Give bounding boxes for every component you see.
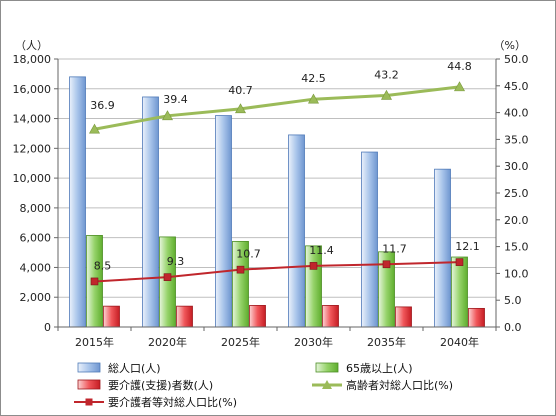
right-axis-tick-label: 20.0 (504, 214, 529, 227)
right-axis-tick-label: 5.0 (504, 294, 522, 307)
left-axis-unit-label: （人） (15, 39, 48, 52)
right-axis-tick-label: 45.0 (504, 80, 529, 93)
line-point (236, 265, 245, 274)
right-axis-tick-label: 30.0 (504, 160, 529, 173)
data-label: 8.5 (94, 259, 112, 272)
x-axis-tick-label: 2020年 (148, 335, 187, 349)
left-axis-tick-label: 18,000 (13, 53, 52, 66)
data-label: 44.8 (447, 60, 472, 73)
bar (434, 168, 451, 328)
left-axis-tick-label: 0 (44, 321, 51, 334)
line-point (455, 258, 464, 266)
bar (468, 307, 485, 328)
legend-label: 要介護(支援)者数(人) (108, 378, 213, 392)
series-line (94, 261, 460, 283)
bar (305, 245, 322, 328)
bar (215, 115, 232, 328)
left-axis-tick-label: 12,000 (13, 142, 52, 155)
right-axis-tick-label: 0.0 (504, 321, 522, 334)
left-axis-tick-label: 16,000 (13, 83, 52, 96)
x-axis-tick-label: 2040年 (440, 335, 479, 349)
data-label: 9.3 (167, 255, 185, 268)
bar (159, 236, 176, 328)
bar (288, 134, 305, 328)
series-line (94, 85, 460, 131)
legend-label: 65歳以上(人) (346, 362, 413, 375)
line-point (90, 277, 99, 286)
data-label: 11.4 (309, 244, 334, 257)
line-point (382, 260, 391, 269)
legend-marker (85, 398, 93, 406)
legend-swatch (77, 362, 101, 373)
right-axis-tick-label: 35.0 (504, 133, 529, 146)
data-label: 39.4 (163, 93, 188, 106)
left-axis-tick-label: 10,000 (13, 172, 52, 185)
line-point (163, 273, 172, 281)
right-axis-tick-label: 40.0 (504, 107, 529, 120)
bar (395, 306, 412, 328)
line-point (309, 262, 318, 270)
right-axis-tick-label: 25.0 (504, 187, 529, 200)
x-axis-tick-label: 2025年 (221, 335, 260, 349)
line-point (380, 89, 393, 100)
bar (451, 256, 468, 328)
left-axis-tick-label: 8,000 (20, 202, 52, 215)
bar (322, 305, 339, 328)
left-axis-tick-label: 14,000 (13, 113, 52, 126)
data-label: 36.9 (90, 99, 115, 112)
bar (69, 76, 86, 328)
data-label: 10.7 (236, 248, 261, 261)
bar (249, 305, 266, 328)
bar (142, 96, 159, 328)
data-label: 42.5 (301, 72, 326, 85)
left-axis-tick-label: 4,000 (20, 261, 52, 274)
line-point (453, 81, 466, 92)
line-point (234, 103, 247, 114)
legend: 総人口(人) 65歳以上(人) 要介護(支援)者数(人) 高齢者対総人口比(%) 要介護… (74, 361, 453, 409)
right-axis-tick-label: 50.0 (504, 53, 529, 66)
legend-label: 高齢者対総人口比(%) (346, 378, 453, 392)
line-point (161, 110, 174, 121)
bar (103, 305, 120, 328)
left-axis-tick-label: 6,000 (20, 232, 52, 245)
legend-swatch (77, 379, 101, 390)
bar (361, 151, 378, 328)
legend-label: 総人口(人) (108, 361, 161, 375)
data-label: 12.1 (455, 240, 480, 253)
x-axis-tick-label: 2035年 (367, 335, 406, 349)
left-axis-tick-label: 2,000 (20, 291, 52, 304)
legend-marker (322, 380, 332, 389)
data-label: 43.2 (374, 68, 399, 81)
legend-label: 要介護者等対総人口比(%) (108, 395, 237, 409)
line-point (307, 93, 320, 104)
legend-swatch (315, 362, 339, 373)
data-label: 40.7 (228, 84, 253, 97)
right-axis-unit-label: （%） (494, 39, 526, 52)
data-label: 11.7 (382, 242, 407, 255)
bar (176, 305, 193, 328)
x-axis-tick-label: 2030年 (294, 335, 333, 349)
right-axis-tick-label: 15.0 (504, 241, 529, 254)
x-axis-tick-label: 2015年 (75, 335, 114, 349)
line-point (88, 123, 101, 134)
right-axis-tick-label: 10.0 (504, 267, 529, 280)
